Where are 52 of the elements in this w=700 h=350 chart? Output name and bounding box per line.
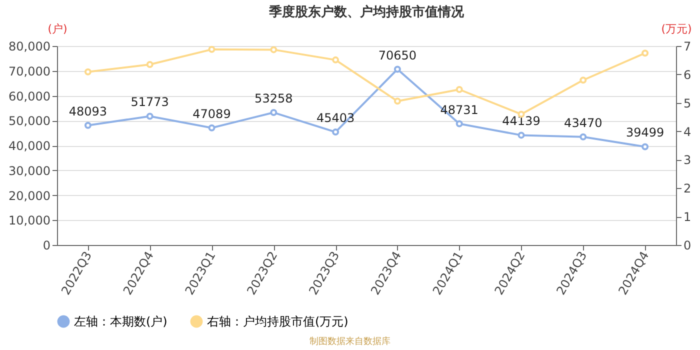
data-label: 39499: [626, 126, 664, 140]
y-tick-label: 10,000: [8, 214, 50, 228]
point: [394, 66, 401, 73]
point: [580, 133, 587, 140]
point: [146, 112, 154, 120]
legend-label: 右轴：户均持股市值(万元): [207, 314, 348, 329]
y2-tick-label: 3: [684, 153, 692, 168]
data-label: 45403: [316, 111, 355, 126]
data-label: 70650: [378, 48, 417, 62]
data-label: 53258: [254, 92, 293, 106]
y2-tick-label: 7: [684, 40, 692, 54]
point: [456, 120, 463, 128]
y-tick-label: 60,000: [8, 89, 50, 104]
text: 制图数据来自数据库: [308, 336, 392, 349]
chart-title: 季度股东户数、户均持股市值情况: [268, 4, 465, 20]
data-label: 47089: [192, 106, 231, 121]
point: [394, 98, 401, 105]
point: [580, 76, 587, 84]
data-label: 43470: [564, 116, 602, 130]
point: [642, 50, 649, 57]
point: [84, 122, 92, 129]
y2-tick-label: 5: [684, 96, 692, 110]
data-label: 48093: [68, 104, 108, 118]
y-tick-label: 80,000: [8, 40, 50, 54]
y2-tick-label: 2: [684, 182, 692, 196]
y-axis-title: (户): [48, 22, 68, 36]
y2-tick-label: 1: [684, 210, 692, 224]
y-tick-label: 0: [42, 238, 50, 252]
data-label: 51773: [130, 95, 169, 110]
y2-tick-label: 4: [684, 124, 692, 139]
y2-tick-label: 0: [684, 238, 692, 252]
point: [642, 143, 649, 150]
y2-axis-title: (万元): [661, 22, 692, 36]
point: [208, 46, 216, 53]
point: [146, 60, 154, 68]
point: [332, 128, 340, 136]
legend-label: 左轴：本期数(户): [74, 314, 168, 329]
y-tick-label: 40,000: [8, 139, 50, 153]
point: [208, 124, 216, 132]
y-tick-label: 30,000: [8, 164, 50, 178]
y2-tick-label: 6: [684, 68, 692, 82]
y-tick-label: 50,000: [8, 114, 50, 128]
point: [456, 86, 463, 93]
point: [270, 46, 278, 54]
data-label: 44139: [502, 114, 540, 128]
point: [518, 132, 525, 139]
data-label: 48731: [440, 102, 478, 117]
y-tick-label: 20,000: [8, 188, 50, 203]
point: [332, 56, 340, 64]
point: [270, 109, 278, 116]
point: [84, 68, 92, 76]
y-tick-label: 70,000: [8, 64, 50, 78]
